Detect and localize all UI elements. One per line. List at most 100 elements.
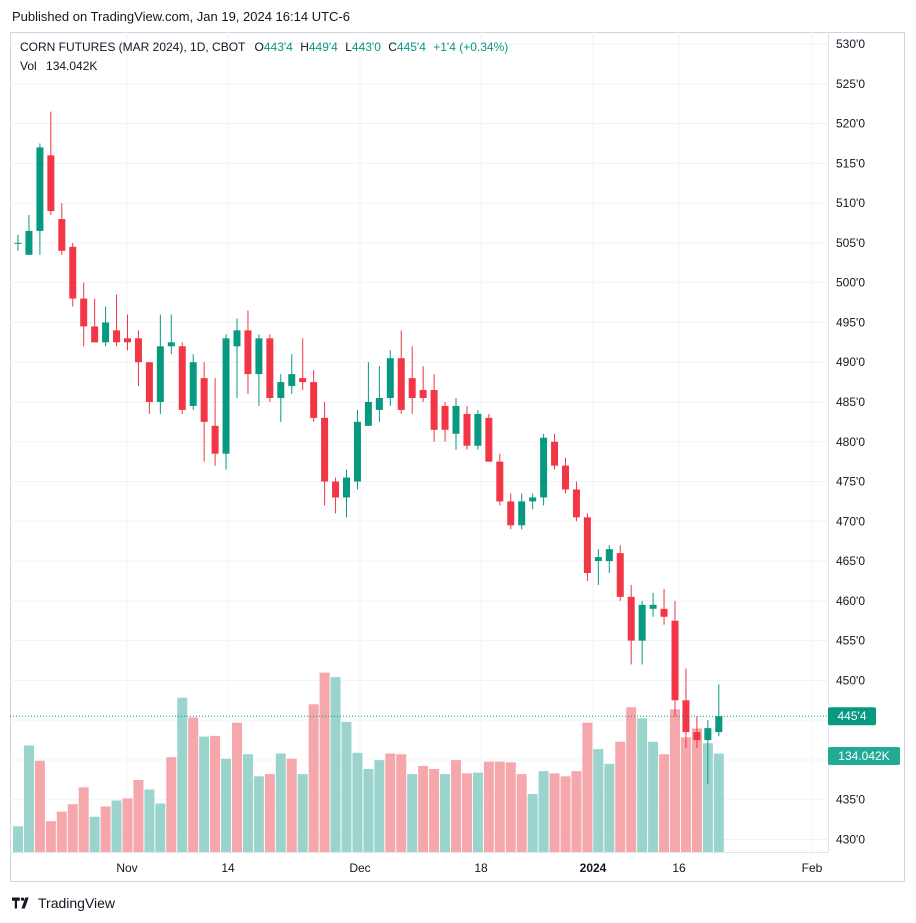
candle	[211, 378, 219, 466]
candle-body	[693, 732, 701, 741]
volume-bar	[713, 753, 724, 852]
volume-bar	[461, 773, 472, 852]
last-volume-label: 134.042K	[838, 749, 889, 763]
candle-body	[156, 346, 164, 402]
close-value: 445'4	[396, 40, 426, 54]
price-tick-label: 470'0	[836, 514, 865, 528]
price-tick-label: 490'0	[836, 355, 865, 369]
candle-body	[102, 322, 110, 343]
volume-bar	[429, 768, 440, 852]
candle-body	[353, 421, 361, 482]
volume-bar	[637, 718, 648, 852]
low-value: 443'0	[351, 40, 381, 54]
open-label: O	[254, 40, 264, 54]
price-tick-label: 530'0	[836, 37, 865, 51]
candle	[244, 310, 252, 395]
volume-bar	[166, 757, 177, 852]
candle	[375, 366, 383, 422]
tradingview-brand[interactable]: TradingView	[38, 895, 116, 911]
volume-bar	[670, 709, 680, 852]
volume-bar	[330, 677, 341, 852]
candle	[660, 588, 668, 625]
last-volume-badge-bg	[828, 747, 900, 765]
candle-body	[540, 437, 548, 498]
candle	[156, 314, 164, 414]
candle-body	[605, 549, 613, 562]
candle-body	[310, 382, 318, 418]
price-tick-label: 520'0	[836, 117, 865, 131]
candle	[693, 716, 701, 749]
candle-body	[200, 378, 208, 422]
candle-body	[189, 362, 197, 406]
candle-body	[124, 338, 131, 343]
volume-bar	[505, 762, 516, 852]
high-value: 449'4	[308, 40, 338, 54]
candle	[562, 457, 569, 494]
price-tick-label: 515'0	[836, 156, 865, 170]
candle	[124, 314, 131, 351]
candle-body	[113, 330, 121, 343]
candle-body	[386, 358, 394, 398]
volume-bar	[286, 758, 297, 852]
volume-bar	[341, 721, 352, 852]
candle-body	[529, 497, 537, 502]
candle	[518, 493, 526, 530]
change-value: +1'4 (+0.34%)	[433, 40, 509, 54]
candle	[594, 549, 602, 585]
candle-body	[704, 728, 712, 741]
time-tick-label: 18	[474, 861, 488, 875]
volume-bar	[593, 749, 604, 852]
price-tick-label: 430'0	[836, 833, 865, 847]
volume-bar	[13, 826, 23, 852]
volume-bar	[549, 773, 560, 852]
volume-bar	[199, 736, 210, 852]
volume-bar	[221, 758, 232, 852]
candle-body	[343, 477, 350, 498]
candle	[233, 318, 241, 398]
candle-body	[36, 147, 44, 231]
volume-value: 134.042K	[46, 59, 98, 73]
candle-body	[332, 481, 340, 498]
candle	[408, 346, 416, 414]
last-price-badge-bg	[828, 707, 876, 726]
candle	[485, 413, 493, 462]
candle-body	[14, 242, 22, 244]
candle	[353, 409, 361, 490]
symbol-title[interactable]: CORN FUTURES (MAR 2024), 1D, CBOT	[20, 40, 246, 54]
candle	[605, 545, 613, 574]
volume-bar	[560, 776, 571, 852]
volume-bar	[275, 753, 286, 852]
candle-body	[91, 326, 99, 343]
chart-canvas[interactable]: 530'0 525'0 520'0 515'0 510'0 505'0 500'0 495'0…	[10, 32, 905, 882]
volume-bar	[385, 753, 396, 852]
candle	[419, 366, 427, 402]
candle-body	[69, 246, 77, 299]
candle	[36, 143, 44, 255]
volume-bar	[122, 798, 133, 852]
candle	[540, 433, 548, 506]
volume-bar	[571, 771, 582, 852]
volume-label[interactable]: Vol	[20, 59, 37, 73]
candle	[386, 350, 394, 406]
volume-bar	[702, 743, 713, 852]
time-axis[interactable]: Nov 14 Dec 18 2024 16 Feb	[116, 861, 822, 875]
candle-body	[452, 405, 460, 434]
candle	[14, 234, 22, 251]
volume-bar	[308, 704, 319, 852]
candle-body	[660, 608, 668, 617]
candle-body	[222, 338, 230, 454]
volume-bar	[242, 754, 253, 852]
candle-body	[671, 620, 679, 701]
candle-body	[364, 401, 372, 426]
candle-body	[430, 390, 438, 430]
candle-body	[474, 413, 482, 446]
candle-body	[397, 358, 405, 410]
candle	[134, 330, 142, 387]
candle	[715, 684, 723, 737]
candle	[343, 469, 350, 518]
candle-body	[375, 397, 383, 410]
candle	[638, 600, 646, 665]
candle	[102, 306, 110, 347]
volume-bar	[604, 763, 615, 852]
candle-body	[594, 557, 602, 562]
